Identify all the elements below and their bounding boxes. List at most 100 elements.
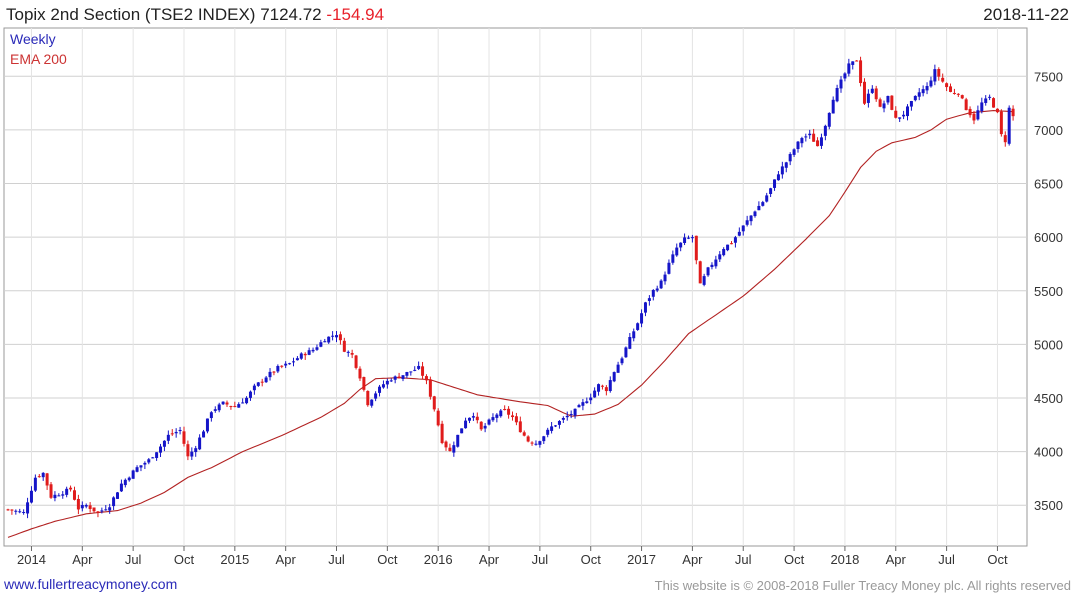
candle-body xyxy=(640,313,644,324)
candle-body xyxy=(972,113,976,121)
candle-body xyxy=(417,365,421,369)
candle-body xyxy=(874,88,878,100)
candle-body xyxy=(1003,135,1007,143)
candle-body xyxy=(335,335,339,338)
candle-body xyxy=(49,484,53,498)
candle-body xyxy=(878,99,882,107)
candle-body xyxy=(949,86,953,92)
candle-body xyxy=(436,410,440,426)
candle-body xyxy=(272,371,276,373)
candle-body xyxy=(909,101,913,107)
candle-body xyxy=(624,347,628,358)
candle-body xyxy=(72,490,76,500)
candle-body xyxy=(127,477,131,481)
candle-body xyxy=(76,498,80,510)
candle-body xyxy=(381,384,385,388)
candle-body xyxy=(162,440,166,447)
candle-body xyxy=(952,92,956,94)
candle-body xyxy=(749,215,753,222)
candle-body xyxy=(804,136,808,138)
candle-body xyxy=(604,387,608,392)
candle-body xyxy=(733,237,737,243)
x-tick-label: 2014 xyxy=(17,552,46,567)
candle-body xyxy=(898,117,902,119)
candle-body xyxy=(65,488,69,495)
candle-body xyxy=(585,401,589,404)
y-tick-label: 4000 xyxy=(1034,445,1063,460)
candle-body xyxy=(643,302,647,313)
candle-body xyxy=(108,507,112,511)
candle-body xyxy=(632,331,636,339)
website-link[interactable]: www.fullertreacymoney.com xyxy=(4,576,178,592)
y-tick-label: 4500 xyxy=(1034,391,1063,406)
candle-body xyxy=(667,262,671,274)
candle-body xyxy=(788,154,792,162)
candle-body xyxy=(542,436,546,442)
candle-body xyxy=(323,341,327,343)
candle-body xyxy=(968,108,972,116)
candle-body xyxy=(491,417,495,421)
candle-body xyxy=(620,358,624,364)
candle-body xyxy=(839,79,843,89)
y-tick-label: 7000 xyxy=(1034,123,1063,138)
candle-body xyxy=(421,366,425,376)
candle-body xyxy=(600,385,604,387)
candle-body xyxy=(327,336,331,343)
candle-body xyxy=(374,393,378,399)
x-tick-label: Oct xyxy=(784,552,805,567)
candle-body xyxy=(843,73,847,79)
candle-body xyxy=(855,60,859,62)
candle-body xyxy=(847,63,851,74)
x-tick-label: 2018 xyxy=(830,552,859,567)
candle-body xyxy=(819,137,823,146)
candle-body xyxy=(659,280,663,289)
candle-body xyxy=(546,429,550,435)
x-tick-label: Apr xyxy=(886,552,907,567)
candle-body xyxy=(597,384,601,392)
candle-body xyxy=(984,98,988,103)
candle-body xyxy=(823,125,827,136)
candle-body xyxy=(726,244,730,251)
candle-body xyxy=(937,69,941,77)
y-tick-label: 6000 xyxy=(1034,230,1063,245)
candle-body xyxy=(526,436,530,442)
x-tick-label: Apr xyxy=(682,552,703,567)
candle-body xyxy=(655,288,659,291)
candle-body xyxy=(151,457,155,459)
candle-body xyxy=(88,505,92,509)
candle-body xyxy=(37,476,41,478)
candle-body xyxy=(186,444,190,457)
candle-body xyxy=(988,96,992,98)
candle-body xyxy=(80,505,84,509)
candle-body xyxy=(487,419,491,425)
candle-body xyxy=(92,507,96,512)
candle-body xyxy=(557,421,561,425)
x-tick-label: Jul xyxy=(328,552,345,567)
candle-body xyxy=(147,459,151,463)
candle-body xyxy=(816,140,820,147)
candle-body xyxy=(256,382,260,386)
candle-body xyxy=(143,462,147,465)
candle-body xyxy=(213,409,217,411)
candle-body xyxy=(350,353,354,355)
candle-body xyxy=(499,410,503,417)
candle-body xyxy=(22,512,26,514)
candle-body xyxy=(851,61,855,65)
candle-body xyxy=(933,69,937,82)
candle-body xyxy=(960,95,964,99)
y-tick-label: 5500 xyxy=(1034,284,1063,299)
x-tick-label: Oct xyxy=(174,552,195,567)
candle-body xyxy=(921,89,925,94)
candle-body xyxy=(706,267,710,276)
candle-body xyxy=(233,406,237,408)
candle-body xyxy=(342,340,346,352)
candle-body xyxy=(675,247,679,256)
candle-body xyxy=(291,361,295,363)
candle-body xyxy=(886,95,890,103)
candle-body xyxy=(925,85,929,91)
candle-body xyxy=(6,509,10,511)
candle-body xyxy=(534,443,538,445)
candle-body xyxy=(647,298,651,301)
candle-body xyxy=(460,428,464,434)
ema-200-line xyxy=(7,110,1014,538)
